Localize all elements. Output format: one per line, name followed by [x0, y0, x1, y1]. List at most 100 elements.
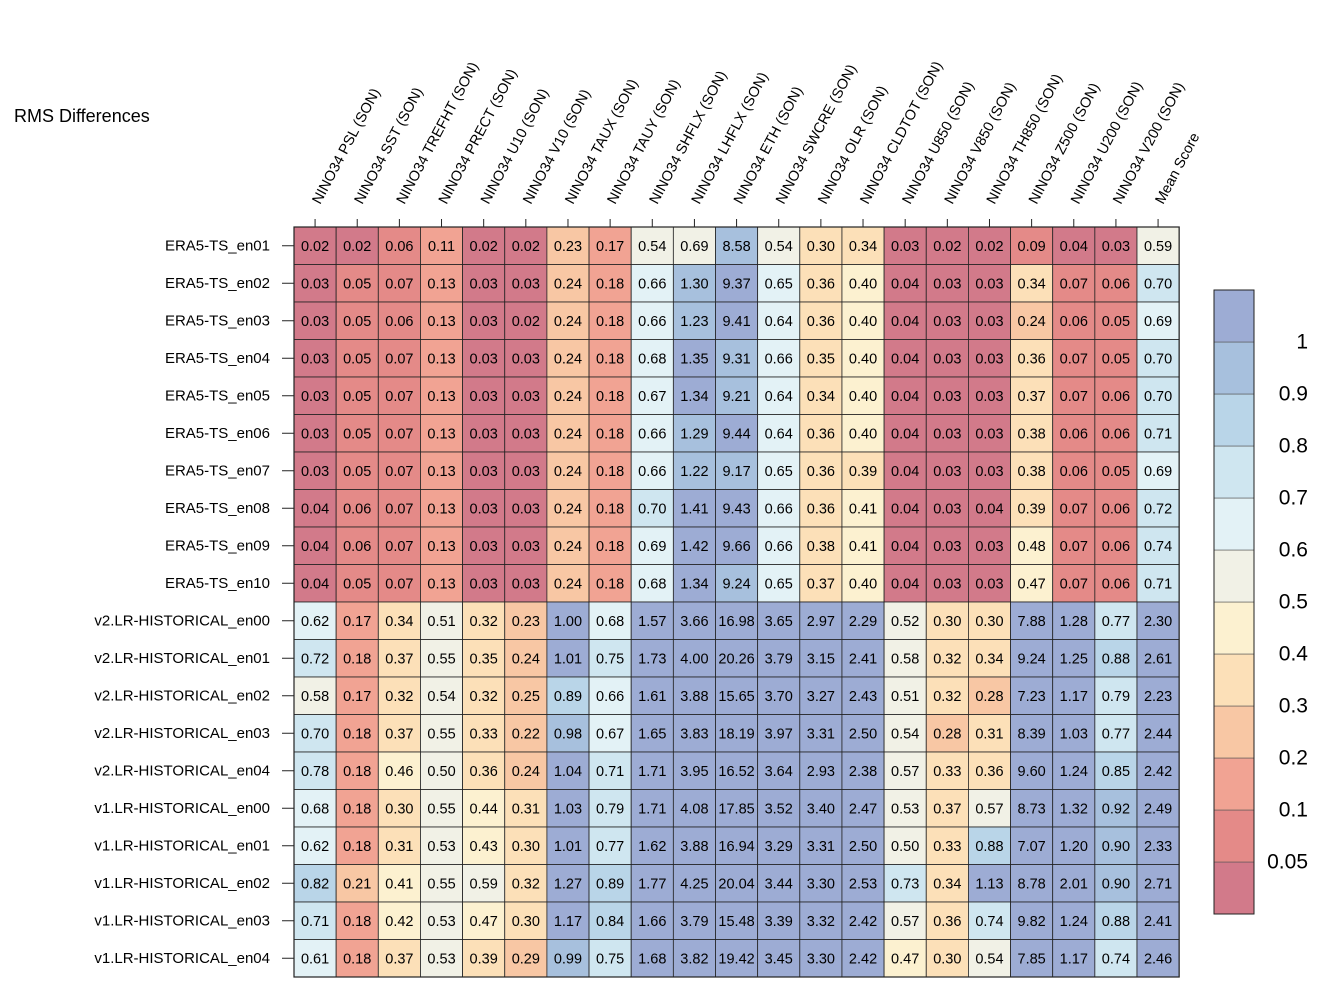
cell-value-label: 1.17 — [1060, 689, 1088, 705]
cell-value-label: 0.05 — [343, 389, 371, 405]
chart-title: RMS Differences — [14, 106, 150, 126]
heatmap-cell — [420, 489, 464, 528]
cell-value-label: 0.18 — [596, 576, 624, 592]
heatmap-cell — [883, 789, 927, 828]
cell-value-label: 3.15 — [807, 651, 835, 667]
heatmap-cell — [968, 414, 1011, 453]
cell-value-label: 1.27 — [554, 876, 582, 892]
cell-value-label: 0.06 — [343, 539, 371, 555]
cell-value-label: 0.52 — [891, 614, 919, 630]
row-label: v1.LR-HISTORICAL_en03 — [94, 912, 270, 929]
heatmap-cell — [462, 864, 506, 903]
cell-value-label: 1.01 — [554, 839, 582, 855]
cell-value-label: 0.02 — [470, 239, 498, 255]
heatmap-cell — [504, 939, 548, 978]
cell-value-label: 0.05 — [1102, 351, 1130, 367]
cell-value-label: 9.17 — [722, 464, 750, 480]
heatmap-cell — [546, 264, 590, 303]
heatmap-cell — [672, 414, 716, 453]
heatmap-cell — [1136, 451, 1180, 490]
heatmap-cell — [630, 901, 674, 940]
cell-value-label: 0.03 — [975, 576, 1003, 592]
cell-value-label: 0.65 — [765, 464, 793, 480]
cell-value-label: 0.18 — [596, 426, 624, 442]
heatmap-cell — [968, 939, 1011, 978]
heatmap-cell — [335, 489, 379, 528]
cell-value-label: 2.97 — [807, 614, 835, 630]
cell-value-label: 0.65 — [765, 276, 793, 292]
heatmap-cell — [715, 901, 759, 940]
column-label: NINO34 CLDTOT (SON) — [857, 59, 946, 207]
heatmap-cell — [1052, 451, 1096, 490]
heatmap-cell — [883, 339, 927, 378]
cell-value-label: 0.46 — [385, 764, 413, 780]
colorbar-tick-label: 0.6 — [1279, 539, 1308, 562]
heatmap-cell — [1010, 376, 1054, 415]
heatmap-cell — [1052, 339, 1096, 378]
colorbar-band — [1213, 341, 1255, 395]
cell-value-label: 0.82 — [301, 876, 329, 892]
cell-value-label: 2.01 — [1060, 876, 1088, 892]
heatmap-cell — [504, 451, 548, 490]
heatmap-cell — [420, 564, 464, 603]
heatmap-cell — [630, 489, 674, 528]
cell-value-label: 0.67 — [596, 726, 624, 742]
heatmap-cell — [715, 301, 759, 340]
cell-value-label: 0.06 — [1102, 539, 1130, 555]
heatmap-cell — [588, 489, 632, 528]
heatmap-cell — [588, 676, 632, 715]
colorbar-tick-label: 0.7 — [1279, 487, 1308, 510]
cell-value-label: 0.70 — [301, 726, 329, 742]
cell-value-label: 2.33 — [1144, 839, 1172, 855]
heatmap-cell — [630, 451, 674, 490]
cell-value-label: 0.18 — [596, 389, 624, 405]
heatmap-cell — [1094, 826, 1138, 865]
heatmap-cell — [335, 264, 379, 303]
heatmap-cell — [293, 301, 337, 340]
cell-value-label: 0.07 — [385, 389, 413, 405]
heatmap-cell — [925, 376, 969, 415]
heatmap-cell — [462, 789, 506, 828]
heatmap-cell — [1010, 864, 1054, 903]
cell-value-label: 0.03 — [512, 351, 540, 367]
heatmap-cell — [799, 489, 843, 528]
cell-value-label: 0.07 — [1060, 539, 1088, 555]
heatmap-cell — [672, 526, 716, 565]
cell-value-label: 15.48 — [718, 914, 754, 930]
cell-value-label: 0.64 — [765, 389, 793, 405]
heatmap-cell — [630, 751, 674, 790]
heatmap-cell — [1136, 339, 1180, 378]
cell-value-label: 0.70 — [1144, 276, 1172, 292]
cell-value-label: 0.06 — [1102, 501, 1130, 517]
cell-value-label: 0.03 — [470, 314, 498, 330]
heatmap-cell — [1136, 526, 1180, 565]
cell-value-label: 0.75 — [596, 951, 624, 967]
cell-value-label: 0.04 — [975, 501, 1003, 517]
cell-value-label: 0.06 — [1060, 464, 1088, 480]
heatmap-cell — [799, 939, 843, 978]
colorbar-band — [1213, 549, 1255, 603]
cell-value-label: 0.13 — [427, 501, 455, 517]
heatmap-cell — [715, 676, 759, 715]
cell-value-label: 0.39 — [1018, 501, 1046, 517]
cell-value-label: 0.32 — [933, 651, 961, 667]
cell-value-label: 0.69 — [1144, 314, 1172, 330]
heatmap-cell — [1094, 601, 1138, 640]
cell-value-label: 3.31 — [807, 726, 835, 742]
cell-value-label: 0.24 — [554, 576, 582, 592]
column-labels: NINO34 PSL (SON)NINO34 SST (SON)NINO34 T… — [309, 59, 1203, 227]
heatmap-cell — [1136, 639, 1180, 678]
cell-value-label: 3.52 — [765, 801, 793, 817]
cell-value-label: 1.22 — [680, 464, 708, 480]
cell-value-label: 0.30 — [933, 614, 961, 630]
cell-value-label: 0.89 — [554, 689, 582, 705]
heatmap-cell — [420, 901, 464, 940]
colorbar-border — [1213, 289, 1255, 915]
cell-value-label: 0.13 — [427, 389, 455, 405]
heatmap-cell — [799, 301, 843, 340]
cell-value-label: 1.73 — [638, 651, 666, 667]
cell-value-label: 2.46 — [1144, 951, 1172, 967]
cell-value-label: 2.42 — [849, 914, 877, 930]
heatmap-cell — [293, 939, 337, 978]
cell-value-label: 0.69 — [680, 239, 708, 255]
